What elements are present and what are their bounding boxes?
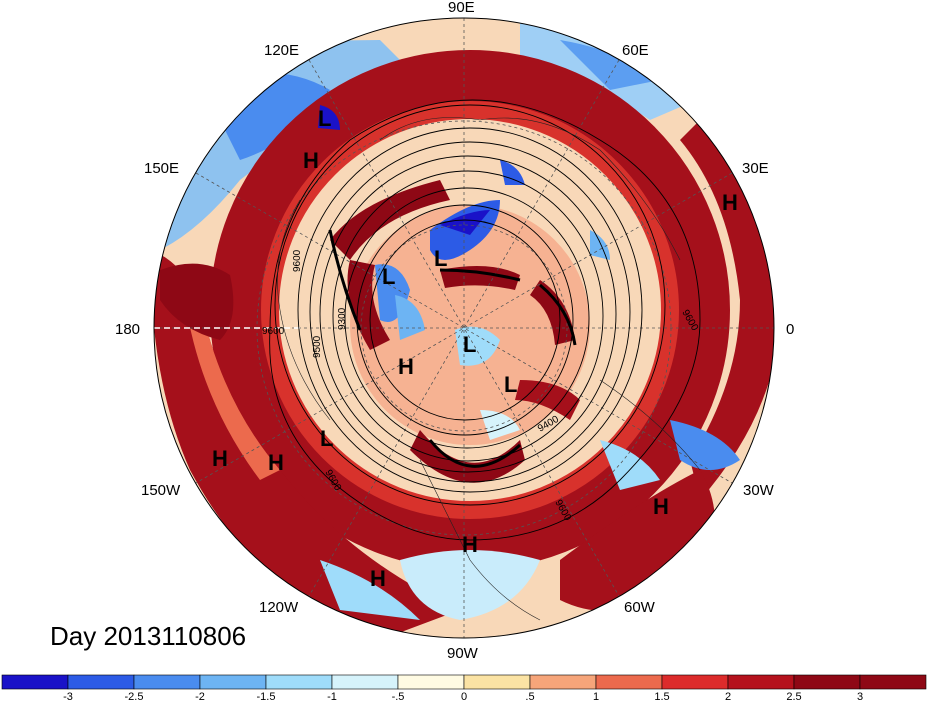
lon-label-60e: 60E bbox=[622, 42, 649, 59]
high-marker: H bbox=[462, 532, 478, 557]
height-contours bbox=[269, 99, 701, 541]
colorbar-tick-label: 1.5 bbox=[654, 691, 669, 702]
low-marker: L bbox=[318, 106, 331, 131]
contour-label: 9300 bbox=[337, 307, 348, 330]
colorbar-tick-label: .5 bbox=[525, 691, 534, 702]
colorbar-tick-label: -1.5 bbox=[257, 691, 276, 702]
colorbar-tick-label: 0 bbox=[461, 691, 467, 702]
colorbar-segment bbox=[1, 674, 69, 690]
contour-label: 9500 bbox=[312, 335, 323, 358]
colorbar-tick-label: -2 bbox=[195, 691, 205, 702]
colorbar-tick-label: 2 bbox=[725, 691, 731, 702]
lon-label-90w: 90W bbox=[447, 645, 479, 662]
low-marker: L bbox=[463, 332, 476, 357]
colorbar-segment bbox=[397, 674, 465, 690]
lon-label-60w: 60W bbox=[624, 599, 656, 616]
day-label: Day 2013110806 bbox=[50, 621, 246, 651]
contour-label: 9600 bbox=[292, 249, 303, 272]
colorbar-segment bbox=[67, 674, 135, 690]
low-marker: L bbox=[504, 372, 517, 397]
low-marker: L bbox=[434, 246, 447, 271]
colorbar-segment bbox=[661, 674, 729, 690]
lon-label-30e: 30E bbox=[742, 160, 769, 177]
pressure-centers: H H H H H H H H L L L L L L bbox=[212, 106, 738, 591]
high-marker: H bbox=[653, 494, 669, 519]
colorbar-segment bbox=[199, 674, 267, 690]
lon-label-150w: 150W bbox=[141, 482, 181, 499]
colorbar-tick-label: -3 bbox=[63, 691, 73, 702]
colorbar-tick-label: -1 bbox=[327, 691, 337, 702]
colorbar-segment bbox=[265, 674, 333, 690]
colorbar-segment bbox=[727, 674, 795, 690]
high-marker: H bbox=[398, 354, 414, 379]
colorbar-segment bbox=[331, 674, 399, 690]
longitude-labels: 90E 60E 120E 150E 30E 180 0 150W 30W 120… bbox=[115, 0, 794, 662]
high-marker: H bbox=[303, 148, 319, 173]
colorbar-tick-label: -.5 bbox=[392, 691, 405, 702]
coastlines bbox=[277, 117, 701, 621]
lon-label-120e: 120E bbox=[264, 42, 299, 59]
colorbar-tick-label: 2.5 bbox=[786, 691, 801, 702]
high-marker: H bbox=[268, 450, 284, 475]
high-marker: H bbox=[370, 566, 386, 591]
colorbar-segment bbox=[463, 674, 531, 690]
colorbar-segment bbox=[133, 674, 201, 690]
high-marker: H bbox=[722, 190, 738, 215]
lon-label-90e: 90E bbox=[448, 0, 475, 16]
lon-label-150e: 150E bbox=[144, 160, 179, 177]
colorbar-segment bbox=[529, 674, 597, 690]
colorbar-tick-label: 3 bbox=[857, 691, 863, 702]
colorbar-segment bbox=[859, 674, 927, 690]
colorbar-tick-label: 1 bbox=[593, 691, 599, 702]
lon-label-120w: 120W bbox=[259, 599, 299, 616]
low-marker: L bbox=[320, 426, 333, 451]
high-marker: H bbox=[212, 446, 228, 471]
low-marker: L bbox=[382, 264, 395, 289]
contour-label: 9600 bbox=[262, 326, 285, 337]
colorbar-segment bbox=[793, 674, 861, 690]
lon-label-180: 180 bbox=[115, 321, 140, 338]
lon-label-0: 0 bbox=[786, 321, 794, 338]
colorbar-segment bbox=[595, 674, 663, 690]
lon-label-30w: 30W bbox=[743, 482, 775, 499]
colorbar: -3 -2.5 -2 -1.5 -1 -.5 0 .5 1 1.5 2 2.5 3 bbox=[1, 674, 927, 702]
colorbar-tick-label: -2.5 bbox=[125, 691, 144, 702]
map-border bbox=[153, 17, 775, 639]
